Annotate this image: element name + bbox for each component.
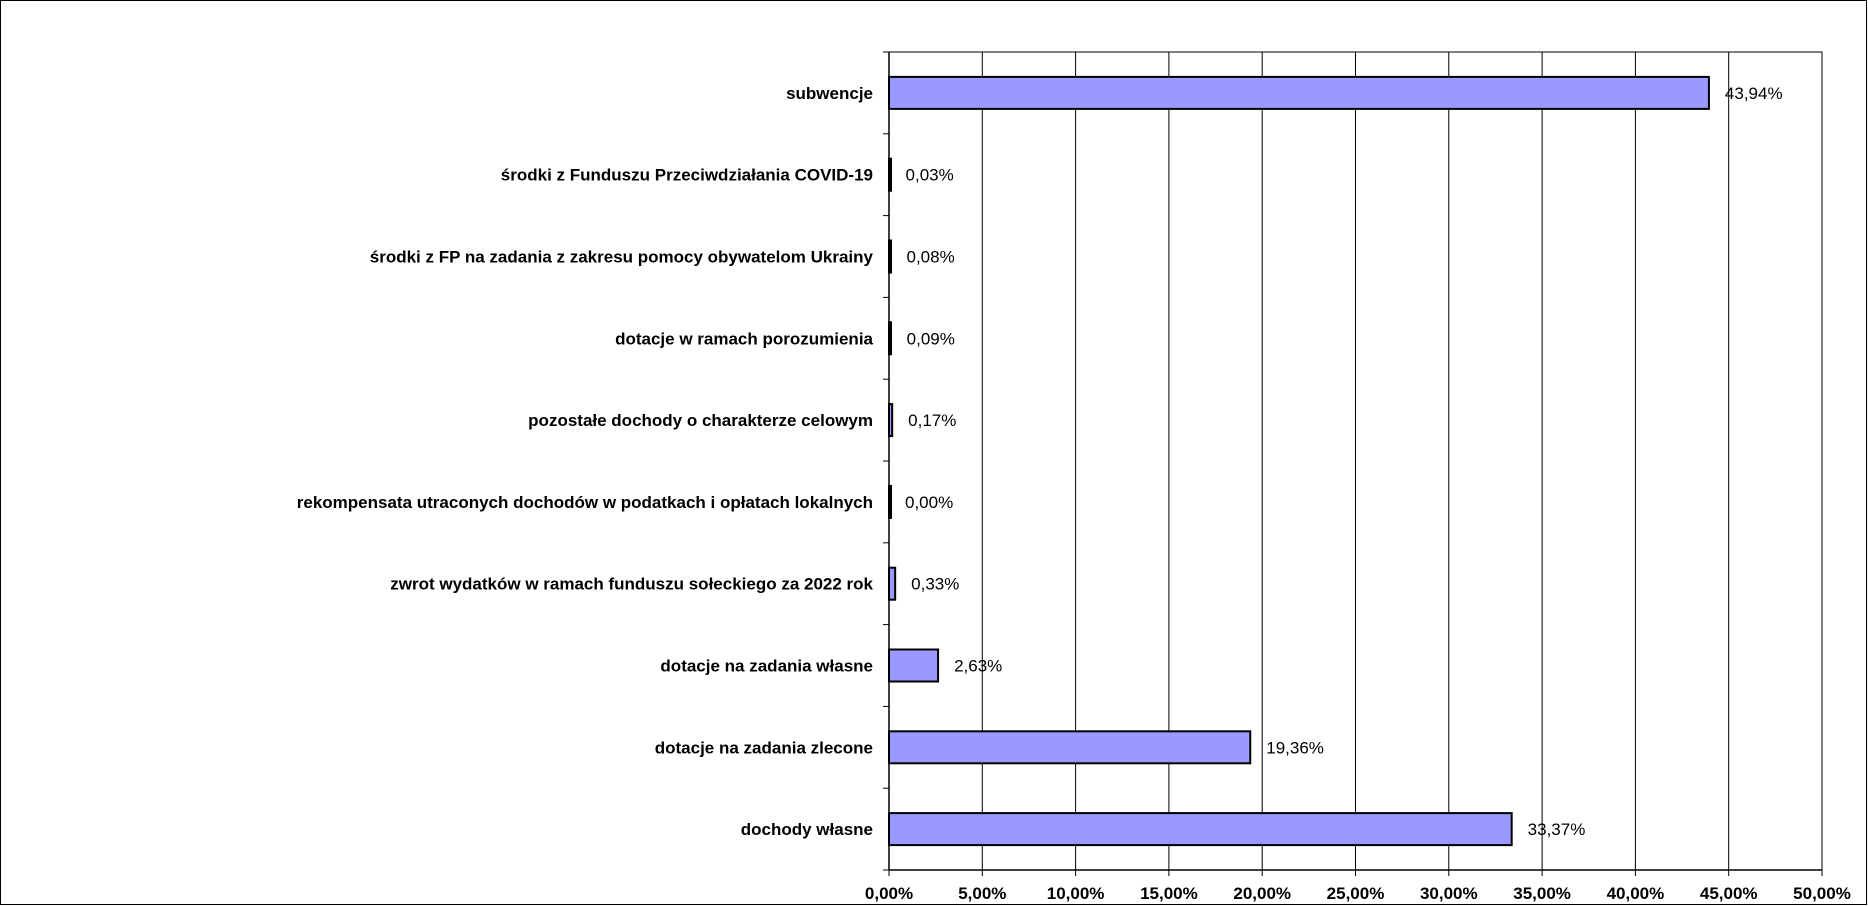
- category-label: pozostałe dochody o charakterze celowym: [528, 411, 873, 430]
- category-label: dochody własne: [741, 820, 873, 839]
- x-tick-label: 30,00%: [1420, 884, 1478, 903]
- x-tick-label: 40,00%: [1607, 884, 1665, 903]
- x-tick-label: 0,00%: [865, 884, 913, 903]
- x-tick-label: 15,00%: [1140, 884, 1198, 903]
- data-label: 43,94%: [1725, 84, 1783, 103]
- category-label: środki z Funduszu Przeciwdziałania COVID…: [501, 166, 873, 185]
- bar[interactable]: [888, 648, 940, 683]
- bar[interactable]: [888, 75, 1710, 110]
- data-label: 0,33%: [911, 575, 959, 594]
- data-label: 0,17%: [908, 411, 956, 430]
- x-tick-label: 20,00%: [1233, 884, 1291, 903]
- data-label: 0,09%: [907, 329, 955, 348]
- category-label: środki z FP na zadania z zakresu pomocy …: [370, 248, 874, 267]
- category-label: dotacje w ramach porozumienia: [615, 329, 873, 348]
- x-tick-label: 25,00%: [1327, 884, 1385, 903]
- data-label: 2,63%: [954, 657, 1002, 676]
- x-tick-label: 45,00%: [1700, 884, 1758, 903]
- x-tick-label: 50,00%: [1793, 884, 1851, 903]
- category-label: zwrot wydatków w ramach funduszu sołecki…: [390, 575, 873, 594]
- bar[interactable]: [888, 812, 1513, 847]
- bar[interactable]: [888, 730, 1252, 765]
- x-tick-label: 35,00%: [1513, 884, 1571, 903]
- x-tick-label: 10,00%: [1047, 884, 1105, 903]
- x-tick-label: 5,00%: [958, 884, 1006, 903]
- category-label: dotacje na zadania zlecone: [655, 738, 873, 757]
- category-label: subwencje: [786, 84, 873, 103]
- category-label: rekompensata utraconych dochodów w podat…: [297, 493, 873, 512]
- data-label: 0,08%: [906, 248, 954, 267]
- data-label: 0,03%: [906, 166, 954, 185]
- data-label: 0,00%: [905, 493, 953, 512]
- data-label: 19,36%: [1266, 738, 1324, 757]
- category-label: dotacje na zadania własne: [660, 657, 873, 676]
- bar[interactable]: [888, 566, 897, 601]
- data-label: 33,37%: [1528, 820, 1586, 839]
